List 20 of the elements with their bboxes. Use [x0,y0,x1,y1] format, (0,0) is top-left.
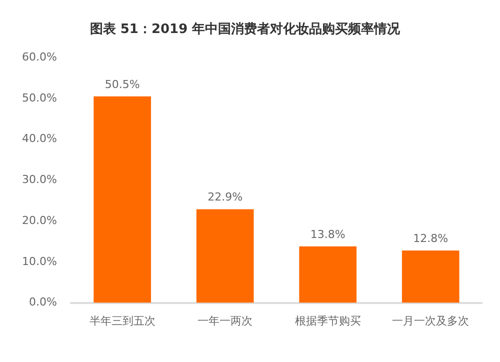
y-tick-label: 0.0% [28,296,57,309]
x-tick-label: 一年一两次 [198,314,253,328]
y-tick-label: 60.0% [22,50,57,64]
y-tick-label: 40.0% [22,132,57,146]
y-tick-label: 30.0% [22,173,57,186]
x-tick-label: 半年三到五次 [89,314,156,328]
chart-title: 图表 51：2019 年中国消费者对化妆品购买频率情况 [90,21,402,38]
data-label: 50.5% [104,78,140,91]
data-label: 22.9% [208,190,243,204]
bar [299,246,357,303]
y-tick-label: 50.0% [22,91,57,104]
bar [196,209,254,303]
bar [94,96,151,303]
y-tick-label: 20.0% [22,214,57,227]
bar [402,250,460,303]
x-tick-label: 根据季节购买 [294,314,361,328]
y-tick-label: 10.0% [22,254,57,268]
x-tick-label: 一月一次及多次 [392,314,470,328]
data-label: 13.8% [310,228,346,241]
data-label: 12.8% [413,232,448,245]
